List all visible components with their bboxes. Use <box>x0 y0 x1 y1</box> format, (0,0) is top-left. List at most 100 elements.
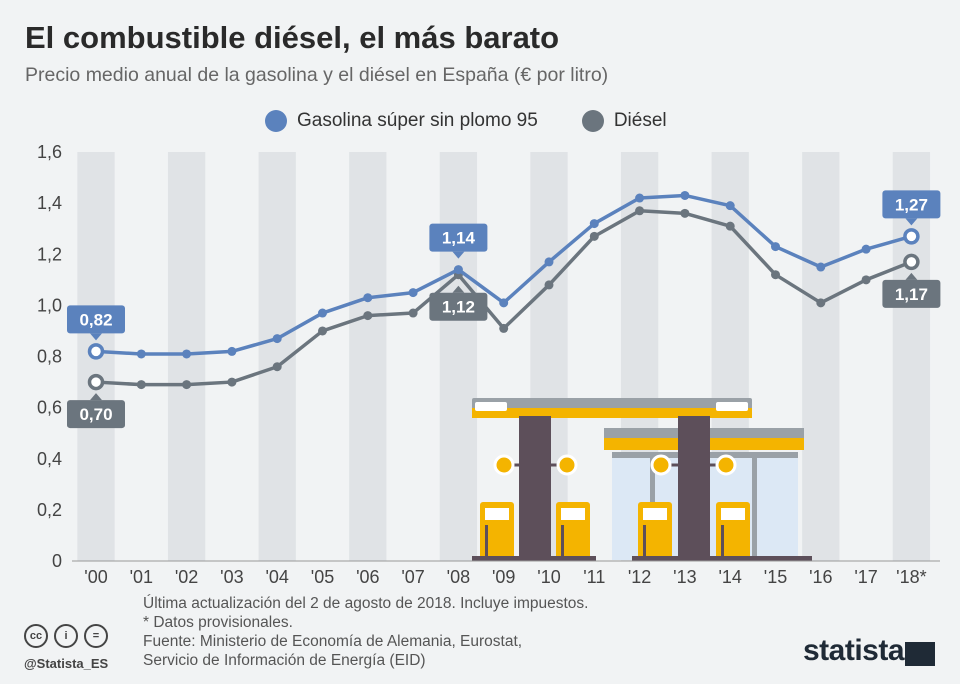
y-tick-label: 1,4 <box>37 193 62 213</box>
license-icons[interactable]: cc i = <box>24 624 108 648</box>
x-tick-label: '07 <box>401 567 424 587</box>
y-tick-label: 0 <box>52 551 62 571</box>
data-point-highlight <box>87 343 105 360</box>
x-tick-label: '08 <box>447 567 470 587</box>
chart-title: El combustible diésel, el más barato <box>25 20 560 55</box>
nozzle-icon-3 <box>650 454 672 476</box>
statista-logo[interactable]: statista <box>803 634 905 667</box>
data-point <box>182 380 192 390</box>
data-point <box>589 231 599 241</box>
data-point <box>725 201 735 211</box>
data-label-callout: 1,12 <box>429 285 488 321</box>
callout-pointer <box>905 272 918 280</box>
data-point <box>680 208 690 218</box>
x-tick-label: '01 <box>130 567 153 587</box>
fuel-pump-icon-3 <box>638 502 672 560</box>
callout-box <box>882 190 941 219</box>
nozzle-icon-1 <box>493 454 515 476</box>
data-point <box>771 270 780 280</box>
canopy-light-right <box>716 402 748 411</box>
data-label: 0,70 <box>79 405 112 424</box>
pillar-right <box>678 416 710 560</box>
legend-item-diesel: Diésel <box>581 110 667 132</box>
series-line-diesel <box>95 209 913 387</box>
data-label-callout: 1,27 <box>882 190 941 226</box>
cc-icon: cc <box>24 624 48 648</box>
fuel-pump-icon-1 <box>480 502 514 560</box>
legend-swatch-gasolina <box>265 110 287 132</box>
data-label: 1,27 <box>895 195 928 214</box>
grid-band <box>349 152 387 561</box>
legend-item-gasolina: Gasolina súper sin plomo 95 <box>265 110 538 132</box>
x-tick-label: '10 <box>537 567 560 587</box>
no-derivatives-icon: = <box>84 624 108 648</box>
data-point <box>227 377 237 387</box>
pillar-left <box>519 416 551 560</box>
footer-source-cont: Servicio de Información de Energía (EID) <box>143 652 426 669</box>
fuel-pump-icon-4 <box>716 502 750 560</box>
data-label-callout: 1,17 <box>882 272 941 308</box>
callout-pointer <box>905 218 918 226</box>
data-point <box>861 244 871 254</box>
data-point <box>816 262 826 272</box>
data-point-highlight <box>87 373 105 391</box>
data-label-callout: 0,82 <box>67 305 125 341</box>
callout-box <box>67 400 125 429</box>
callout-box <box>67 305 125 334</box>
data-point <box>408 308 418 318</box>
data-point-highlight <box>903 228 920 245</box>
data-point <box>544 257 554 267</box>
legend-label-diesel: Diésel <box>613 110 667 131</box>
data-point <box>408 288 418 298</box>
data-point <box>725 221 735 231</box>
callout-pointer <box>452 251 465 259</box>
data-point <box>635 206 645 216</box>
y-tick-label: 0,4 <box>37 449 62 469</box>
callout-box <box>429 223 488 252</box>
data-label-callout: 1,14 <box>429 223 488 259</box>
data-point <box>182 349 192 359</box>
statista-logo-mark <box>905 642 935 666</box>
social-handle[interactable]: @Statista_ES <box>24 656 109 671</box>
grid-band <box>802 152 840 561</box>
x-tick-label: '06 <box>356 567 379 587</box>
attribution-icon: i <box>54 624 78 648</box>
x-tick-label: '04 <box>265 567 288 587</box>
data-point <box>816 298 826 308</box>
data-point <box>318 326 327 336</box>
data-point-highlight <box>903 253 920 271</box>
ground-right <box>632 556 812 561</box>
data-point <box>136 380 146 390</box>
canopy-light-left <box>475 402 507 411</box>
data-point <box>272 362 282 372</box>
grid-band <box>439 152 478 561</box>
data-point <box>589 219 599 229</box>
data-point <box>272 334 282 344</box>
x-tick-label: '09 <box>492 567 515 587</box>
y-tick-label: 1,0 <box>37 295 62 315</box>
x-tick-label: '05 <box>311 567 334 587</box>
data-label-callout: 0,70 <box>67 393 125 429</box>
ground-left <box>472 556 596 561</box>
data-point <box>499 298 509 308</box>
data-point <box>635 193 645 203</box>
data-point <box>227 346 237 356</box>
legend-label-gasolina: Gasolina súper sin plomo 95 <box>297 110 538 131</box>
data-point <box>544 280 554 290</box>
data-point <box>771 242 780 252</box>
x-tick-label: '15 <box>764 567 787 587</box>
x-tick-label: '03 <box>220 567 243 587</box>
data-point <box>499 323 509 333</box>
data-point <box>680 190 690 200</box>
x-tick-label: '02 <box>175 567 198 587</box>
legend: Gasolina súper sin plomo 95 Diésel <box>265 110 711 132</box>
data-point <box>453 265 463 275</box>
data-label: 1,17 <box>895 285 928 304</box>
y-tick-label: 0,8 <box>37 347 62 367</box>
data-point <box>363 293 373 303</box>
data-point <box>136 349 146 359</box>
x-tick-label: '11 <box>583 567 605 587</box>
shop-mullion-2 <box>752 452 757 560</box>
footer-notes: Última actualización del 2 de agosto de … <box>143 594 588 670</box>
y-tick-label: 0,6 <box>37 398 62 418</box>
